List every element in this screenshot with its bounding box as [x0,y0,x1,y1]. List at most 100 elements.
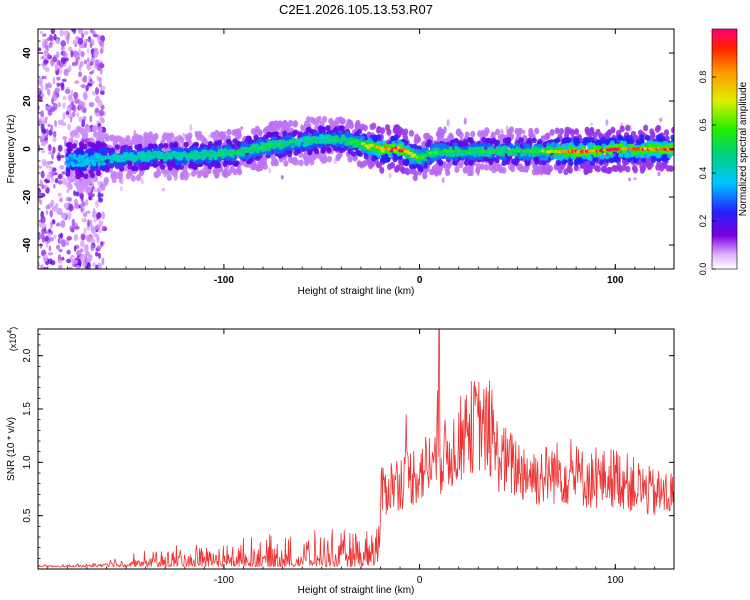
spectrogram-ridge-blob [531,137,537,144]
spectrogram-ridge-blob [494,164,500,172]
spectrogram-noise-blob [52,56,58,63]
spectrogram-noise-blob [44,75,47,80]
spectrogram-noise-blob [58,61,64,68]
spectrogram-noise-blob [89,42,93,49]
spectrogram-noise-blob [43,66,49,71]
spectrogram-ridge-blob [176,147,181,153]
spectrogram-noise-blob [44,49,48,57]
spectrogram-noise-blob [88,101,95,108]
spectrogram-noise-blob [96,234,100,242]
spectrogram-noise-blob [95,200,99,208]
spectrogram-noise-blob [47,53,50,60]
spectrogram-noise-blob [87,57,90,63]
spectrogram-noise-blob [56,244,60,250]
spectrogram-ridge-blob [233,161,239,167]
spectrogram-noise-blob [99,48,104,54]
spectrogram-ridge-blob [431,165,437,172]
spectrogram-noise-blob [67,123,72,131]
spectrogram-noise-blob [39,200,43,205]
spectrogram-ridge-blob [456,128,462,136]
spectrogram-ridge-blob [568,145,573,150]
spectrogram-ridge-blob [573,138,579,144]
spectrogram-ridge-blob [439,142,445,148]
spectrogram-ridge-blob [97,162,102,166]
spectrogram-ridge-blob [292,156,298,164]
spectrogram-ridge-blob [430,157,436,163]
spectrogram-ridge-blob [96,154,101,159]
spectrogram-ridge-blob [91,125,97,133]
spectrogram-ridge-blob [555,160,562,166]
spectrogram-ridge-blob [392,156,398,163]
spectrogram-ridge-blob [524,160,531,167]
spectrogram-ridge-blob [639,167,645,174]
spectrogram-ridge-blob [584,126,590,134]
spectrogram-ridge-blob [564,126,570,134]
spectrogram-ridge-blob [273,159,279,167]
spectrogram-faint-blob [280,175,284,180]
spectrogram-ridge-blob [468,137,474,143]
spectrogram-ridge-blob [376,127,382,134]
spectrogram-noise-blob [74,98,80,104]
spectrogram-ridge-blob [322,115,328,123]
spectrogram-noise-blob [62,111,66,120]
spectrogram-ridge-blob [79,171,85,178]
spectrogram-noise-blob [94,59,101,67]
spectrogram-ridge-blob [67,141,73,148]
spectrogram-noise-blob [57,144,63,152]
spectrogram-noise-blob [52,146,56,154]
spectrogram-noise-blob [70,29,76,32]
spectrogram-noise-blob [45,204,51,210]
spectrogram-ridge-blob [468,160,474,166]
spectrogram-noise-blob [59,197,63,203]
spectrogram-ridge-core [338,139,343,143]
spectrogram-ridge-blob [166,174,172,181]
spectrogram-ridge-blob [128,139,134,147]
spectrogram-ridge-blob [355,119,361,127]
spectrogram-noise-blob [100,241,104,246]
spectrogram-noise-blob [75,191,80,197]
spectrogram-ridge-blob [68,153,73,158]
spectrogram-noise-blob [50,199,55,208]
spectrogram-noise-blob [101,257,105,266]
spectrogram-noise-blob [67,266,73,269]
spectrogram-ridge-blob [508,163,514,171]
spectrogram-faint-blob [633,177,637,181]
spectrogram-noise-blob [51,167,57,172]
spectrogram-ridge-blob [517,127,524,135]
spectrogram-ridge-blob [268,121,274,128]
spectrogram-ridge-blob [130,175,136,182]
spectrogram-noise-blob [98,220,104,227]
spectrogram-ridge-blob [488,159,494,166]
spectrogram-ridge-blob [186,157,191,162]
spectrogram-ridge-blob [143,131,149,139]
spectrogram-faint-blob [441,177,445,184]
spectrogram-ridge-blob [200,149,206,154]
spectrogram-ridge-blob [413,137,419,145]
spectrogram-noise-blob [93,47,98,53]
spectrogram-faint-blob [119,186,123,192]
spectrogram-noise-blob [96,212,102,219]
spectrogram-ridge-blob [433,143,439,149]
spectrogram-noise-blob [80,233,86,241]
spectrogram-noise-blob [44,38,48,47]
spectrogram-ridge-blob [632,166,639,174]
spectrogram-ridge-blob [84,178,90,186]
spectrogram-ridge-blob [277,120,283,127]
spectrogram-noise-blob [80,207,84,213]
spectrogram-ridge-blob [399,165,405,173]
spectrogram-noise-blob [52,76,56,85]
spectrogram-ridge-blob [379,166,385,174]
spectrogram-noise-blob [41,148,46,154]
spectrogram-ridge-blob [386,128,392,136]
spectrogram-noise-blob [69,116,73,123]
spectrogram-ridge-blob [375,161,381,168]
spectrogram-noise-blob [57,180,63,185]
spectrogram-noise-blob [90,243,95,252]
spectrogram-noise-blob [84,30,89,35]
spectrogram-noise-blob [86,235,92,243]
spectrogram-noise-blob [89,115,93,123]
spectrogram-noise-blob [99,67,103,75]
spectrogram-ridge-blob [292,120,298,128]
spectrogram-ridge-blob [606,167,612,175]
spectrogram-noise-blob [60,84,65,91]
